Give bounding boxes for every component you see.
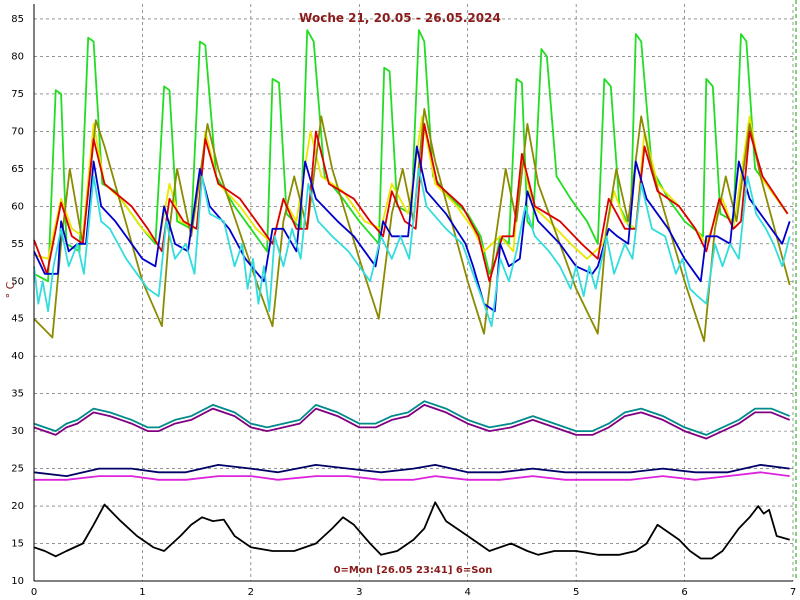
x-tick-label: 0 bbox=[31, 587, 37, 598]
data-series bbox=[33, 29, 791, 560]
series-line-10 bbox=[33, 501, 790, 560]
series-line-9 bbox=[34, 471, 790, 481]
series-line-7 bbox=[33, 404, 791, 440]
x-tick-label: 6 bbox=[681, 587, 687, 598]
x-tick-label: 1 bbox=[139, 587, 145, 598]
chart-title: Woche 21, 20.05 - 26.05.2024 bbox=[299, 11, 501, 25]
y-tick-label: 50 bbox=[11, 276, 24, 287]
y-tick-label: 25 bbox=[11, 464, 24, 475]
y-tick-label: 80 bbox=[11, 51, 24, 62]
y-axis-label: ° C bbox=[4, 281, 17, 298]
y-tick-label: 45 bbox=[11, 314, 24, 325]
y-tick-label: 65 bbox=[11, 164, 24, 175]
x-tick-label: 4 bbox=[465, 587, 471, 598]
y-tick-label: 75 bbox=[11, 89, 24, 100]
y-tick-label: 35 bbox=[11, 389, 24, 400]
series-line-6 bbox=[33, 400, 791, 436]
y-tick-label: 85 bbox=[11, 14, 24, 25]
y-tick-label: 30 bbox=[11, 426, 24, 437]
y-tick-label: 70 bbox=[11, 126, 24, 137]
y-tick-label: 20 bbox=[11, 501, 24, 512]
x-tick-label: 7 bbox=[790, 587, 796, 598]
x-tick-label: 5 bbox=[573, 587, 579, 598]
series-line-5 bbox=[33, 168, 791, 328]
series-line-2 bbox=[33, 108, 791, 343]
series-line-4 bbox=[33, 145, 791, 313]
y-tick-label: 15 bbox=[11, 539, 24, 550]
series-line-0 bbox=[33, 29, 789, 283]
series-line-3 bbox=[33, 123, 789, 283]
y-tick-label: 55 bbox=[11, 239, 24, 250]
grid-lines bbox=[33, 4, 794, 582]
series-line-8 bbox=[33, 464, 790, 477]
y-tick-label: 10 bbox=[11, 576, 24, 587]
x-axis-label: 0=Mon [26.05 23:41] 6=Son bbox=[334, 565, 493, 576]
y-tick-label: 60 bbox=[11, 201, 24, 212]
y-tick-label: 40 bbox=[11, 351, 24, 362]
x-tick-label: 3 bbox=[356, 587, 362, 598]
x-tick-label: 2 bbox=[248, 587, 254, 598]
